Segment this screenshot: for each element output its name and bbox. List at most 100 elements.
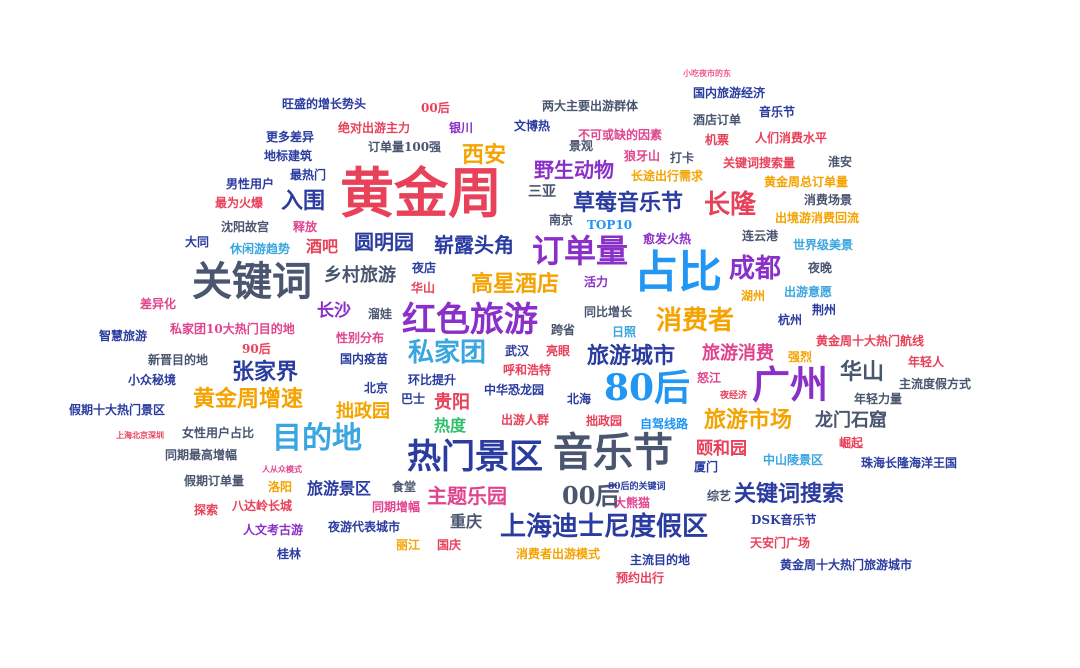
cloud-word: 00后 <box>562 481 620 510</box>
cloud-word: 综艺 <box>707 489 732 503</box>
cloud-word: 小吃夜市的东 <box>683 68 731 78</box>
cloud-word: 最为火爆 <box>215 196 264 210</box>
cloud-word: 关键词 <box>192 258 312 305</box>
cloud-word: 武汉 <box>505 344 530 358</box>
cloud-word: 热度 <box>434 416 467 435</box>
cloud-word: 消费者出游模式 <box>516 547 601 561</box>
cloud-word: DSK音乐节 <box>751 513 817 527</box>
cloud-word: 假期订单量 <box>184 474 245 488</box>
cloud-word: 主题乐园 <box>427 484 507 508</box>
cloud-word: 食堂 <box>392 480 417 494</box>
cloud-word: 桂林 <box>277 547 302 561</box>
cloud-word: 北海 <box>567 392 592 406</box>
cloud-word: 私家团10大热门目的地 <box>170 322 295 336</box>
cloud-word: 连云港 <box>742 229 779 243</box>
cloud-word: 黄金周总订单量 <box>764 175 849 189</box>
cloud-word: 三亚 <box>528 184 556 200</box>
cloud-word: 音乐节 <box>553 429 673 476</box>
cloud-word: 订单量 <box>532 232 629 270</box>
cloud-word: 消费者 <box>656 306 735 336</box>
cloud-word: 文博热 <box>514 119 551 133</box>
cloud-word: 拙政园 <box>586 414 623 428</box>
cloud-word: 目的地 <box>272 421 362 456</box>
cloud-word: 野生动物 <box>534 158 614 182</box>
cloud-word: 主流度假方式 <box>899 377 972 391</box>
cloud-word: 国内疫苗 <box>340 352 389 366</box>
cloud-word: 入围 <box>281 188 326 214</box>
cloud-word: 释放 <box>293 220 318 234</box>
cloud-word: 人从众模式 <box>262 464 302 474</box>
cloud-word: 新晋目的地 <box>148 353 209 367</box>
cloud-word: 国庆 <box>437 538 462 552</box>
cloud-word: 旅游景区 <box>307 479 372 498</box>
cloud-word: 天安门广场 <box>750 536 811 550</box>
cloud-word: 机票 <box>705 133 730 147</box>
cloud-word: 黄金周十大热门航线 <box>816 334 925 348</box>
cloud-word: 长隆 <box>704 190 757 220</box>
cloud-word: 张家界 <box>232 359 299 385</box>
cloud-word: 同比增长 <box>584 305 633 319</box>
cloud-word: 性别分布 <box>336 331 385 345</box>
cloud-word: 崭露头角 <box>434 233 514 257</box>
cloud-word: TOP10 <box>587 218 633 232</box>
cloud-word: 假期十大热门景区 <box>69 403 166 417</box>
cloud-word: 跨省 <box>551 323 576 337</box>
cloud-word: 南京 <box>549 213 574 227</box>
cloud-word: 出游意愿 <box>784 285 833 299</box>
cloud-word: 怒江 <box>697 371 722 385</box>
cloud-word: 贵阳 <box>434 392 470 413</box>
cloud-word: 高星酒店 <box>471 271 560 297</box>
cloud-word: 人们消费水平 <box>755 131 828 145</box>
cloud-word: 成都 <box>729 254 782 284</box>
cloud-word: 关键词搜索量 <box>723 156 796 170</box>
cloud-word: 女性用户占比 <box>182 426 255 440</box>
cloud-word: 颐和园 <box>696 439 747 459</box>
cloud-word: 大同 <box>185 235 210 249</box>
cloud-word: 旅游市场 <box>704 407 793 433</box>
cloud-word: 世界级美景 <box>793 238 854 252</box>
cloud-word: 酒店订单 <box>693 113 742 127</box>
cloud-word: 亮眼 <box>546 344 571 358</box>
cloud-word: 八达岭长城 <box>232 499 293 513</box>
cloud-word: 消费场景 <box>804 193 853 207</box>
cloud-word: 重庆 <box>450 512 483 531</box>
cloud-word: 音乐节 <box>759 105 796 119</box>
cloud-word: 长沙 <box>317 301 351 321</box>
cloud-word: 洛阳 <box>268 480 293 494</box>
cloud-word: 预约出行 <box>616 571 665 585</box>
cloud-word: 活力 <box>584 275 609 289</box>
cloud-word: 私家团 <box>408 338 487 368</box>
cloud-word: 小众秘境 <box>128 373 177 387</box>
cloud-word: 夜经济 <box>720 391 748 401</box>
cloud-word: 长途出行需求 <box>631 169 704 183</box>
cloud-word: 夜晚 <box>808 261 833 275</box>
cloud-word: 银川 <box>449 121 474 135</box>
cloud-word: 圆明园 <box>354 230 414 254</box>
cloud-word: 最热门 <box>290 168 327 182</box>
cloud-word: 更多差异 <box>266 130 315 144</box>
cloud-word: 环比提升 <box>408 373 457 387</box>
cloud-word: 中山陵景区 <box>763 453 824 467</box>
cloud-word: 华山 <box>840 359 885 385</box>
cloud-word: 两大主要出游群体 <box>542 99 639 113</box>
cloud-word: 拙政园 <box>336 401 390 422</box>
cloud-word: 荆州 <box>812 303 837 317</box>
cloud-word: 强烈 <box>788 350 813 364</box>
cloud-word: 黄金周 <box>340 161 502 225</box>
cloud-word: 探索 <box>194 503 219 517</box>
cloud-word: 北京 <box>364 381 389 395</box>
cloud-word: 同期最高增幅 <box>165 448 238 462</box>
cloud-word: 年轻人 <box>908 355 945 369</box>
cloud-word: 主流目的地 <box>630 553 691 567</box>
cloud-word: 崛起 <box>839 436 864 450</box>
cloud-word: 打卡 <box>670 151 695 165</box>
cloud-word: 珠海长隆海洋王国 <box>861 456 958 470</box>
cloud-word: 出境游消费回流 <box>775 211 860 225</box>
cloud-word: 差异化 <box>140 297 177 311</box>
cloud-word: 狼牙山 <box>624 149 661 163</box>
cloud-word: 西安 <box>462 142 507 168</box>
cloud-word: 厦门 <box>694 460 719 474</box>
cloud-word: 黄金周增速 <box>193 386 304 412</box>
cloud-word: 上海迪士尼度假区 <box>500 512 709 542</box>
cloud-word: 大熊猫 <box>614 496 651 510</box>
